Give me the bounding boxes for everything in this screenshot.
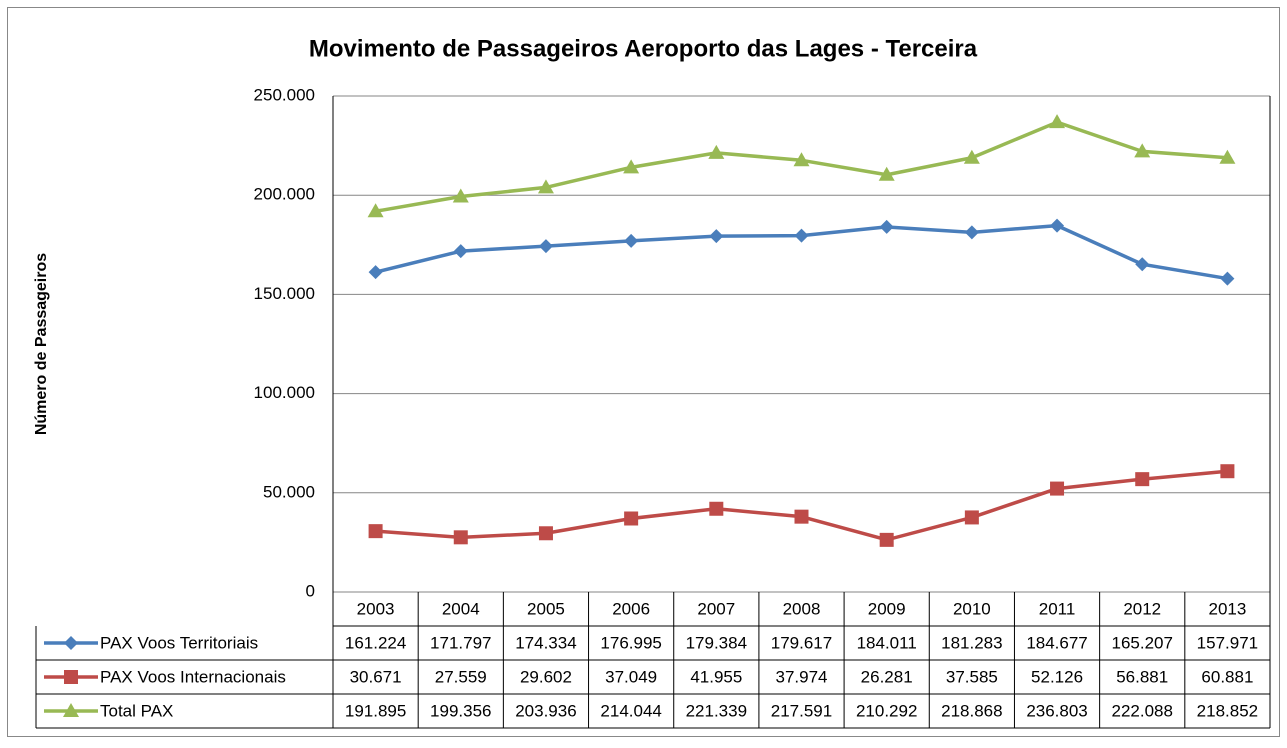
marker	[964, 225, 979, 240]
table-value: 161.224	[345, 633, 406, 652]
marker	[1219, 149, 1236, 164]
table-value: 52.126	[1031, 667, 1083, 686]
marker	[709, 501, 724, 516]
table-value: 60.881	[1201, 667, 1253, 686]
marker	[538, 526, 553, 541]
table-value: 199.356	[430, 701, 491, 720]
marker	[1135, 257, 1150, 272]
x-tick-label: 2011	[1039, 599, 1076, 618]
marker	[368, 524, 383, 539]
table-value: 191.895	[345, 701, 406, 720]
marker	[1134, 143, 1151, 158]
marker	[1220, 464, 1235, 479]
marker	[964, 510, 979, 525]
y-tick-label: 150.000	[254, 284, 315, 303]
table-value: 181.283	[941, 633, 1002, 652]
y-axis-label: Número de Passageiros	[33, 253, 50, 435]
marker	[879, 532, 894, 547]
marker	[794, 228, 809, 243]
marker	[453, 244, 468, 259]
marker	[538, 239, 553, 254]
x-tick-label: 2004	[442, 599, 480, 618]
chart-border	[7, 7, 1280, 737]
table-value: 203.936	[515, 701, 576, 720]
table-value: 165.207	[1112, 633, 1173, 652]
x-tick-label: 2003	[357, 599, 395, 618]
marker	[879, 219, 894, 234]
table-value: 29.602	[520, 667, 572, 686]
table-value: 27.559	[435, 667, 487, 686]
x-tick-label: 2009	[868, 599, 906, 618]
x-tick-label: 2008	[783, 599, 821, 618]
marker	[1050, 481, 1065, 496]
marker	[367, 203, 384, 218]
y-tick-label: 50.000	[263, 482, 315, 501]
y-tick-label: 100.000	[254, 383, 315, 402]
marker	[64, 636, 78, 650]
legend-label: PAX Voos Territoriais	[100, 633, 258, 652]
table-value: 214.044	[600, 701, 661, 720]
marker	[623, 159, 640, 174]
y-tick-label: 200.000	[254, 185, 315, 204]
x-tick-label: 2006	[612, 599, 650, 618]
table-value: 218.868	[941, 701, 1002, 720]
marker	[794, 509, 809, 524]
table-value: 236.803	[1026, 701, 1087, 720]
marker	[453, 530, 468, 545]
marker	[63, 703, 79, 717]
marker	[878, 166, 895, 181]
marker	[1135, 472, 1150, 487]
table-value: 210.292	[856, 701, 917, 720]
table-value: 41.955	[690, 667, 742, 686]
table-value: 26.281	[861, 667, 913, 686]
table-value: 221.339	[686, 701, 747, 720]
table-value: 171.797	[430, 633, 491, 652]
table-value: 179.384	[686, 633, 747, 652]
marker	[368, 265, 383, 280]
x-tick-label: 2012	[1123, 599, 1161, 618]
table-value: 37.974	[776, 667, 828, 686]
marker	[793, 152, 810, 167]
x-tick-label: 2007	[697, 599, 735, 618]
table-value: 217.591	[771, 701, 832, 720]
legend-label: Total PAX	[100, 701, 173, 720]
marker	[1049, 114, 1066, 129]
table-value: 157.971	[1197, 633, 1258, 652]
y-tick-label: 250.000	[254, 85, 315, 104]
table-value: 30.671	[350, 667, 402, 686]
table-value: 37.049	[605, 667, 657, 686]
x-tick-label: 2005	[527, 599, 565, 618]
x-tick-label: 2010	[953, 599, 991, 618]
marker	[1050, 218, 1065, 233]
marker	[452, 188, 469, 203]
marker	[624, 511, 639, 526]
table-value: 37.585	[946, 667, 998, 686]
legend-label: PAX Voos Internacionais	[100, 667, 286, 686]
table-value: 184.677	[1026, 633, 1087, 652]
table-value: 56.881	[1116, 667, 1168, 686]
table-value: 184.011	[857, 633, 917, 652]
table-value: 176.995	[600, 633, 661, 652]
table-value: 222.088	[1112, 701, 1173, 720]
x-tick-label: 2013	[1208, 599, 1246, 618]
marker	[1220, 271, 1235, 286]
marker	[709, 229, 724, 244]
marker	[963, 149, 980, 164]
marker	[64, 670, 78, 684]
y-tick-label: 0	[306, 581, 315, 600]
marker	[708, 144, 725, 159]
marker	[537, 179, 554, 194]
chart-title: Movimento de Passageiros Aeroporto das L…	[309, 35, 978, 62]
table-value: 218.852	[1197, 701, 1258, 720]
table-value: 174.334	[515, 633, 576, 652]
marker	[624, 233, 639, 248]
table-value: 179.617	[771, 633, 832, 652]
